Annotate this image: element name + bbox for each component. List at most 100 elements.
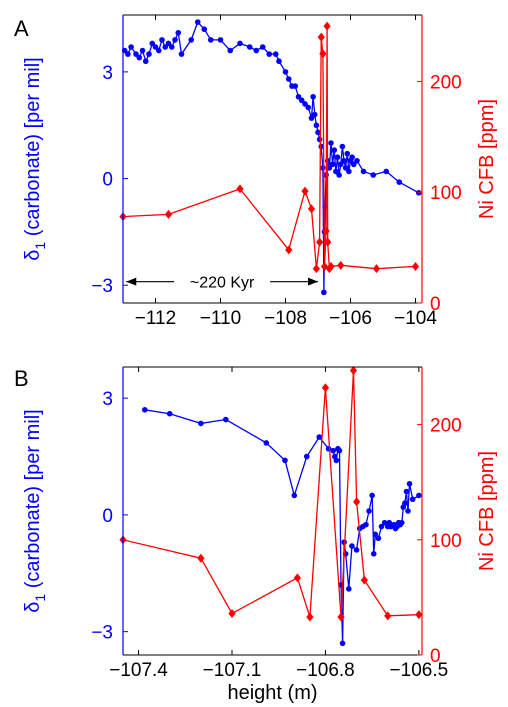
data-point: [342, 165, 349, 171]
left-y-tick-label: −3: [91, 623, 113, 644]
data-point: [139, 47, 146, 54]
data-point: [263, 440, 270, 446]
data-point: [416, 492, 422, 499]
data-point: [142, 58, 149, 65]
data-point: [396, 179, 403, 185]
data-point: [222, 416, 229, 423]
data-point: [384, 611, 392, 621]
left-y-tick-label: 3: [102, 63, 113, 84]
data-point: [337, 612, 345, 622]
data-point: [327, 261, 335, 271]
data-point: [295, 93, 302, 100]
data-point: [310, 93, 316, 100]
data-point: [197, 553, 205, 563]
x-tick-label: −106.8: [296, 660, 355, 681]
data-point: [136, 54, 143, 61]
data-point: [152, 44, 159, 50]
data-point: [313, 122, 320, 129]
data-point: [322, 226, 330, 236]
data-point: [165, 40, 172, 47]
data-point: [375, 535, 382, 542]
data-point: [201, 26, 208, 33]
data-point: [353, 547, 360, 553]
panel-letter: A: [14, 16, 29, 41]
data-point: [331, 147, 338, 153]
arrow-head-right: [308, 277, 318, 286]
data-point: [159, 37, 165, 43]
data-point: [372, 264, 381, 274]
data-point: [285, 245, 293, 255]
data-point: [409, 496, 416, 503]
data-point: [402, 500, 408, 507]
data-point: [307, 204, 316, 214]
data-point: [146, 51, 152, 57]
data-point: [411, 261, 420, 271]
data-point: [403, 488, 410, 495]
data-point: [316, 434, 323, 440]
data-point: [344, 150, 351, 157]
data-point: [405, 508, 411, 514]
data-point: [168, 44, 175, 50]
data-point: [315, 129, 321, 136]
data-point: [334, 154, 341, 161]
series-line: [122, 26, 416, 271]
x-tick-label: −110: [200, 308, 241, 329]
data-point: [406, 480, 413, 487]
data-point: [415, 189, 422, 196]
data-point: [352, 497, 361, 507]
data-point: [285, 76, 292, 82]
series-line: [124, 20, 420, 293]
series-right-axis: [119, 365, 423, 622]
data-point: [330, 447, 337, 454]
data-point: [217, 37, 224, 43]
data-point: [303, 453, 310, 460]
data-point: [272, 51, 279, 57]
data-point: [305, 104, 312, 111]
data-point: [227, 47, 234, 54]
data-point: [198, 420, 204, 427]
data-point: [125, 51, 131, 57]
data-point: [341, 539, 347, 545]
data-point: [178, 51, 185, 57]
data-point: [398, 519, 405, 526]
left-y-tick-label: 0: [102, 506, 113, 527]
data-point: [336, 172, 342, 178]
x-tick-label: −112: [135, 308, 176, 329]
data-point: [323, 21, 331, 31]
data-point: [306, 612, 314, 622]
right-y-tick-label: 100: [430, 531, 462, 552]
data-point: [349, 365, 358, 375]
data-point: [339, 143, 346, 150]
data-point: [228, 609, 236, 619]
data-point: [311, 111, 318, 118]
series-line: [144, 409, 420, 644]
data-point: [316, 237, 324, 247]
data-point: [349, 543, 355, 549]
data-point: [370, 172, 377, 178]
data-point: [337, 161, 344, 168]
data-point: [142, 407, 148, 413]
data-point: [360, 168, 367, 175]
data-point: [337, 260, 345, 270]
y-label-subscript: 1: [32, 242, 48, 250]
x-tick-label: −107.4: [109, 660, 168, 681]
data-point: [346, 168, 352, 175]
y-label-symbol: δ: [22, 250, 44, 261]
chart-panel-b: B −107.4 −107.1 −106.8 −106.5 −3 0 3 0 100 200 δ1 (…: [14, 365, 498, 704]
y-label-subscript: 1: [32, 594, 48, 602]
data-point: [321, 383, 330, 393]
data-point: [301, 186, 309, 196]
data-point: [259, 44, 266, 50]
data-point: [155, 47, 162, 54]
data-point: [383, 168, 390, 175]
data-point: [302, 101, 308, 107]
duration-annotation: ~220 Kyr: [126, 275, 318, 292]
data-point: [328, 140, 334, 146]
left-y-axis-title: δ1 (carbonate) [per mil]: [22, 409, 48, 612]
data-point: [253, 47, 260, 54]
x-axis-title: height (m): [227, 682, 317, 704]
data-point: [333, 457, 340, 464]
data-point: [350, 161, 357, 168]
left-y-tick-label: −3: [91, 276, 113, 297]
